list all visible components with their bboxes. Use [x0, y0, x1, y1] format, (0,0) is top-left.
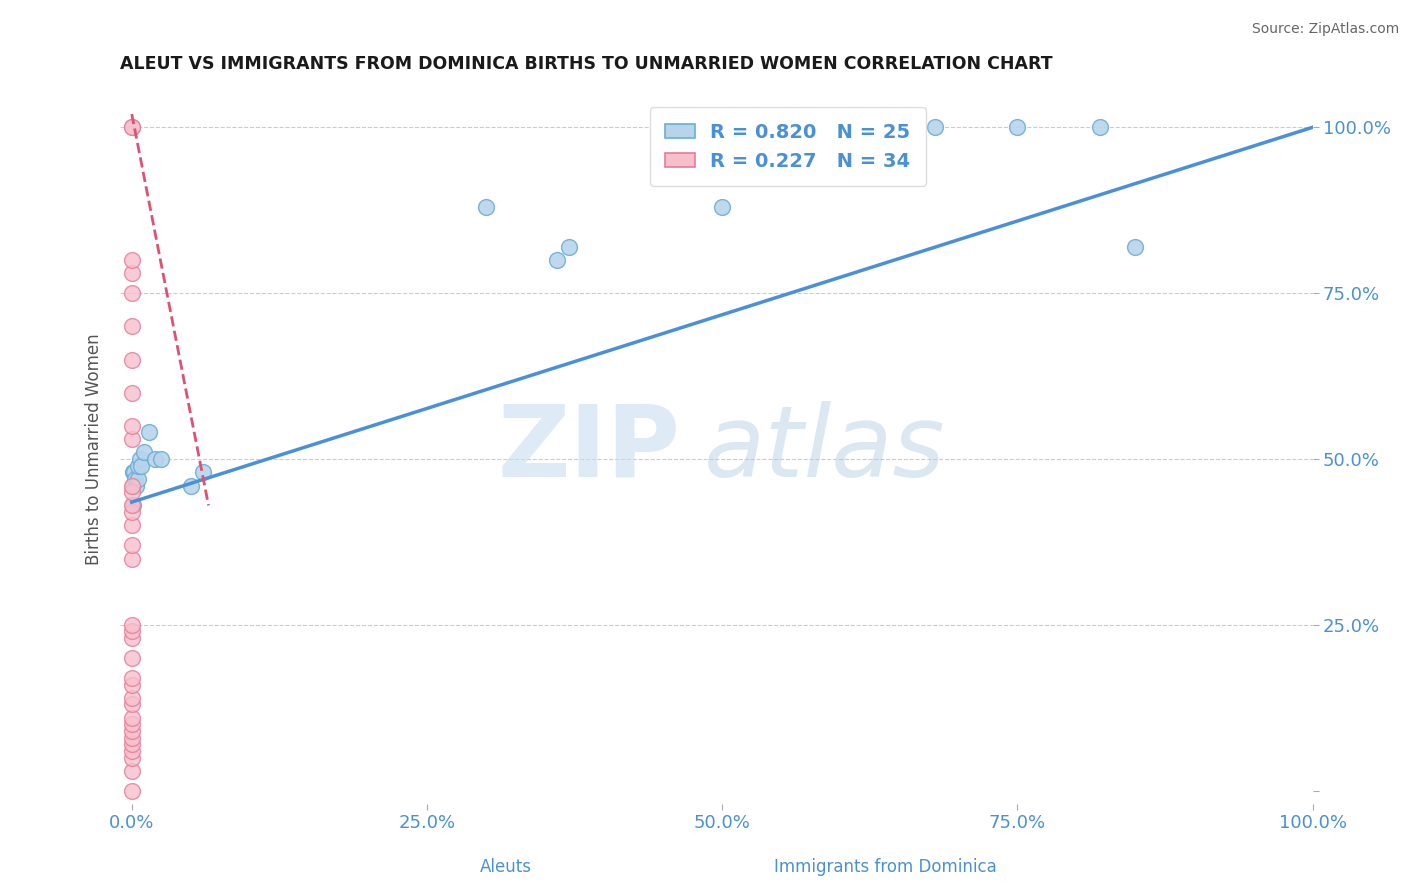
Point	[129, 458, 152, 473]
Point	[121, 698, 143, 712]
Point	[180, 478, 202, 492]
Point	[145, 452, 167, 467]
Text: ALEUT VS IMMIGRANTS FROM DOMINICA BIRTHS TO UNMARRIED WOMEN CORRELATION CHART: ALEUT VS IMMIGRANTS FROM DOMINICA BIRTHS…	[120, 55, 1053, 73]
Point	[122, 478, 145, 492]
Point	[546, 252, 568, 267]
Point	[129, 452, 152, 467]
Text: atlas: atlas	[704, 401, 946, 498]
Point	[122, 465, 145, 479]
Point	[121, 352, 143, 367]
Point	[889, 120, 911, 135]
Point	[1088, 120, 1111, 135]
Point	[121, 518, 143, 533]
Text: Immigrants from Dominica: Immigrants from Dominica	[775, 858, 997, 876]
Point	[121, 505, 143, 519]
Point	[924, 120, 946, 135]
Point	[132, 445, 155, 459]
Point	[121, 737, 143, 751]
Point	[191, 465, 214, 479]
Point	[125, 478, 148, 492]
Point	[557, 240, 579, 254]
Point	[121, 744, 143, 758]
Point	[121, 286, 143, 301]
Point	[121, 764, 143, 778]
Text: Source: ZipAtlas.com: Source: ZipAtlas.com	[1251, 22, 1399, 37]
Point	[121, 671, 143, 685]
Point	[121, 724, 143, 739]
Point	[121, 551, 143, 566]
Point	[121, 385, 143, 400]
Point	[121, 631, 143, 645]
Point	[121, 418, 143, 433]
Point	[711, 200, 734, 214]
Legend: R = 0.820   N = 25, R = 0.227   N = 34: R = 0.820 N = 25, R = 0.227 N = 34	[650, 107, 925, 186]
Point	[121, 485, 143, 500]
Point	[121, 618, 143, 632]
Point	[121, 266, 143, 280]
Point	[121, 252, 143, 267]
Point	[127, 458, 149, 473]
Y-axis label: Births to Unmarried Women: Births to Unmarried Women	[86, 334, 103, 565]
Point	[122, 499, 145, 513]
Point	[150, 452, 173, 467]
Point	[121, 690, 143, 705]
Point	[121, 120, 143, 135]
Point	[121, 783, 143, 797]
Point	[121, 624, 143, 639]
Point	[122, 465, 145, 479]
Point	[121, 538, 143, 552]
Point	[127, 472, 149, 486]
Point	[1007, 120, 1029, 135]
Point	[138, 425, 160, 440]
Point	[475, 200, 498, 214]
Point	[121, 432, 143, 446]
Point	[121, 319, 143, 334]
Point	[121, 478, 143, 492]
Text: Aleuts: Aleuts	[481, 858, 531, 876]
Point	[121, 731, 143, 745]
Point	[124, 472, 146, 486]
Point	[121, 499, 143, 513]
Point	[121, 677, 143, 691]
Text: ZIP: ZIP	[498, 401, 681, 498]
Point	[121, 750, 143, 764]
Point	[121, 120, 143, 135]
Point	[121, 711, 143, 725]
Point	[121, 651, 143, 665]
Point	[1125, 240, 1147, 254]
Point	[121, 717, 143, 731]
